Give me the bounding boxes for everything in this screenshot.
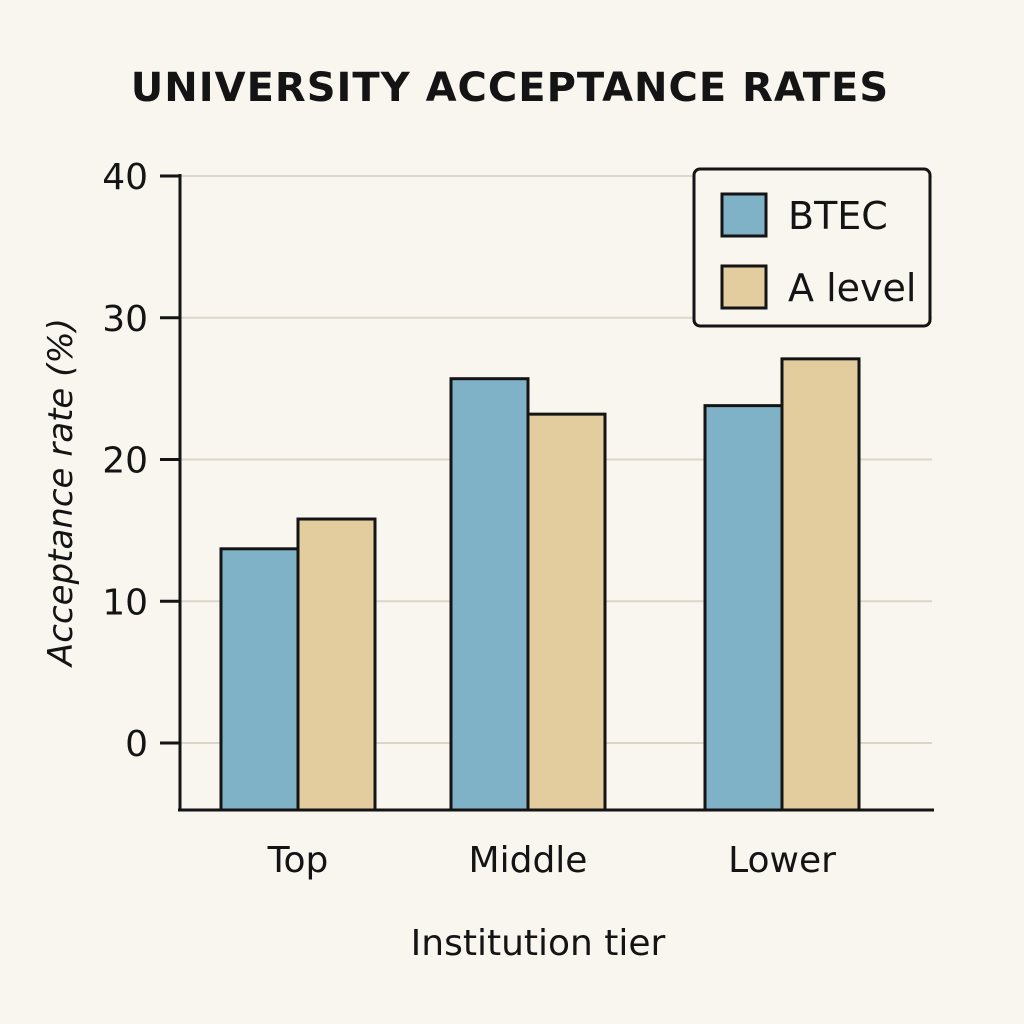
x-axis-label: Institution tier <box>411 923 666 964</box>
y-axis-label: Acceptance rate (%) <box>41 318 81 668</box>
y-tick-label: 40 <box>102 157 148 198</box>
legend-label-btec: BTEC <box>788 194 888 238</box>
bar-a-level-middle <box>526 412 607 812</box>
x-category-label-top: Top <box>267 840 329 881</box>
bars <box>219 357 861 812</box>
legend-swatch-a-level <box>720 264 768 310</box>
bar-btec-lower <box>703 404 784 812</box>
bar-a-level-lower <box>780 357 861 812</box>
y-tick-label: 30 <box>102 299 148 340</box>
chart-title: UNIVERSITY ACCEPTANCE RATES <box>131 65 889 111</box>
legend-label-a-level: A level <box>788 266 916 310</box>
bar-a-level-top <box>296 517 377 812</box>
x-category-label-middle: Middle <box>469 840 588 881</box>
x-category-label-lower: Lower <box>728 840 836 881</box>
y-tick-label: 10 <box>102 582 148 623</box>
legend-swatch-btec <box>720 192 768 238</box>
bar-btec-top <box>219 547 300 812</box>
bar-btec-middle <box>449 377 530 812</box>
y-axis-ticks: 0 10 20 30 40 <box>102 157 180 765</box>
y-tick-label: 20 <box>102 441 148 482</box>
legend: BTEC A level <box>692 167 932 328</box>
x-axis-categories: Top Middle Lower <box>267 840 836 881</box>
y-tick-label: 0 <box>125 724 148 765</box>
